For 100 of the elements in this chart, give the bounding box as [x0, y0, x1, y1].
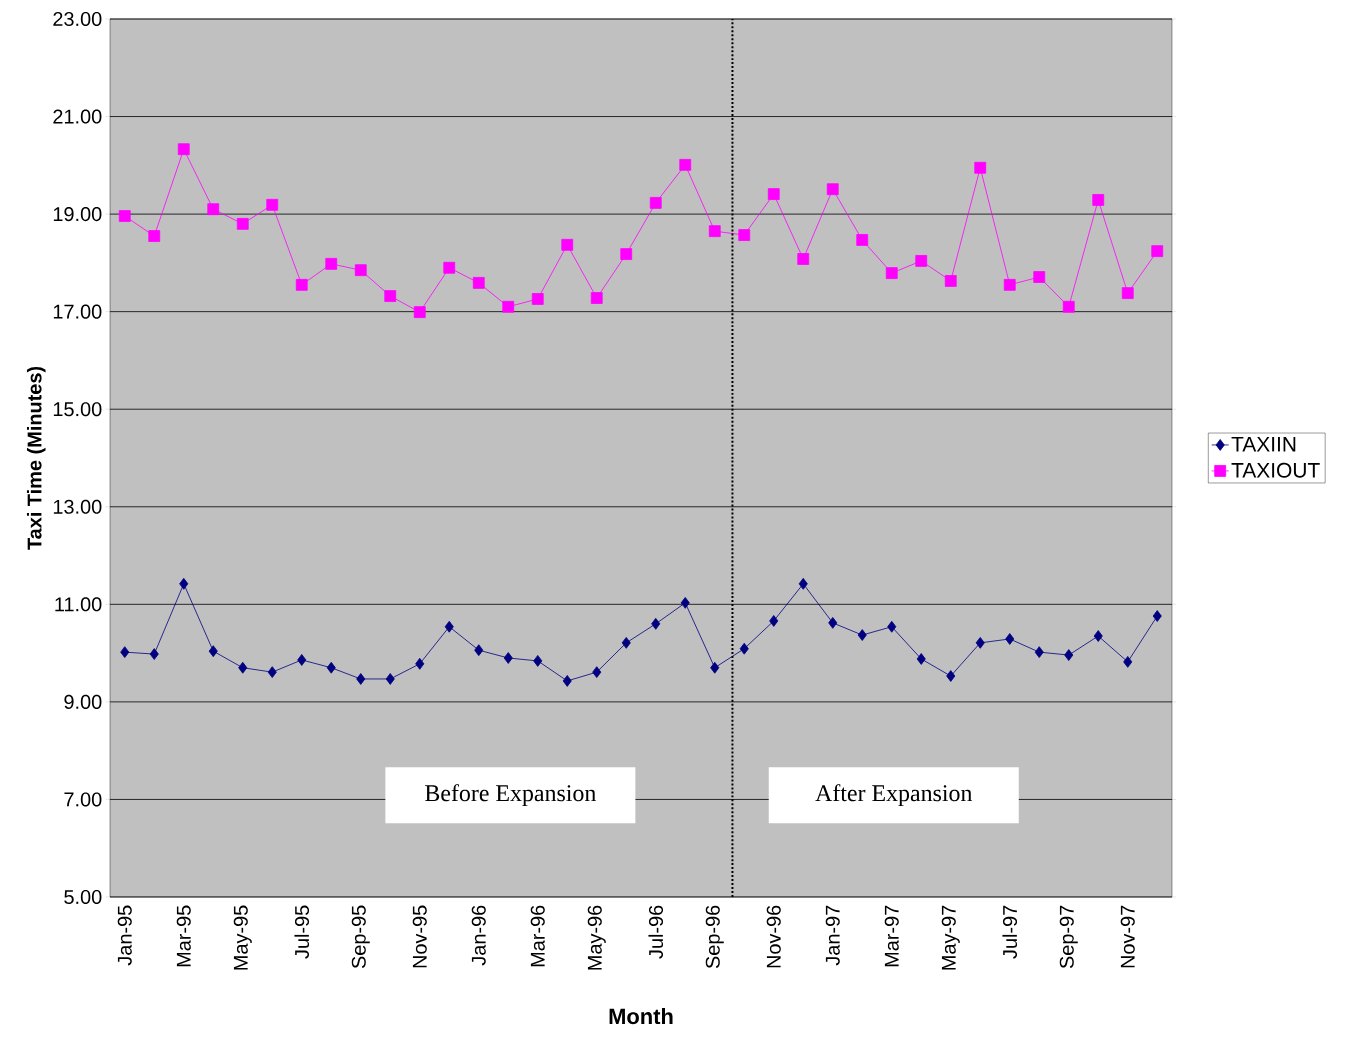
point: [710, 661, 720, 674]
y-tick-label: 19.00: [53, 207, 102, 222]
y-tick-label: 15.00: [53, 402, 102, 417]
x-tick-label: Sep-96: [705, 905, 724, 969]
x-tick-label: Nov-95: [412, 905, 427, 968]
x-axis-title: Month: [609, 1008, 673, 1025]
point: [769, 615, 779, 627]
x-tick-label: Sep-97: [1059, 905, 1078, 969]
point: [1062, 300, 1075, 313]
point: [649, 197, 662, 209]
x-tick-label: Nov-96: [766, 905, 781, 968]
point: [857, 629, 867, 641]
y-tick-label: 13.00: [53, 499, 102, 514]
point: [856, 234, 869, 246]
point: [590, 292, 603, 304]
point: [1005, 633, 1015, 645]
point: [1123, 656, 1133, 668]
point: [679, 158, 692, 171]
point: [238, 661, 248, 674]
point: [502, 300, 515, 313]
point: [384, 290, 397, 302]
point: [118, 210, 131, 222]
point: [620, 248, 633, 260]
point: [179, 577, 189, 590]
point: [207, 203, 220, 216]
point: [177, 143, 190, 156]
x-tick-label: Nov-97: [1120, 905, 1135, 968]
point: [916, 653, 926, 665]
point: [295, 278, 308, 291]
point: [1064, 649, 1074, 661]
point: [680, 596, 690, 609]
point: [1092, 194, 1105, 206]
point: [531, 293, 544, 305]
point: [267, 666, 277, 679]
point: [1152, 610, 1162, 622]
x-tick-label: Jul-95: [294, 905, 310, 959]
point: [443, 261, 456, 274]
x-tick-label: Jan-95: [117, 905, 132, 966]
x-tick-label: May-95: [233, 905, 252, 970]
point: [385, 673, 395, 685]
point: [1033, 271, 1046, 283]
point: [826, 183, 839, 196]
point: [828, 616, 838, 629]
point: [326, 661, 336, 674]
y-axis-title: Taxi Time (Minutes): [26, 366, 46, 550]
annotation: Before Expansion: [425, 784, 596, 807]
point: [562, 675, 572, 687]
point: [413, 306, 426, 319]
point: [533, 655, 543, 667]
y-tick-label: 23.00: [53, 11, 102, 27]
point: [1093, 630, 1103, 642]
point: [208, 645, 218, 658]
point: [915, 255, 928, 267]
point: [885, 267, 898, 279]
point: [767, 188, 780, 200]
point: [1034, 646, 1044, 659]
point: [797, 253, 810, 265]
point: [739, 642, 749, 655]
point: [974, 161, 987, 174]
x-tick-label: Jan-97: [825, 905, 840, 966]
x-tick-label: May-97: [941, 905, 960, 970]
point: [472, 276, 485, 289]
point: [236, 217, 249, 230]
point: [474, 644, 484, 657]
point: [651, 617, 661, 630]
annotation: After Expansion: [815, 784, 973, 807]
point: [561, 238, 574, 251]
point: [503, 652, 513, 664]
point: [266, 198, 279, 211]
x-tick-label: Jul-97: [1002, 905, 1018, 959]
x-tick-label: Mar-97: [884, 905, 899, 967]
y-tick-label: 17.00: [53, 304, 102, 319]
point: [120, 646, 130, 659]
point: [444, 620, 454, 633]
y-tick-label: 7.00: [64, 792, 102, 807]
point: [415, 657, 425, 670]
point: [975, 636, 985, 649]
point: [621, 636, 631, 649]
point: [1121, 287, 1134, 299]
y-tick-label: 9.00: [64, 694, 102, 709]
point: [148, 230, 161, 242]
x-tick-label: Sep-95: [351, 905, 370, 969]
point: [325, 257, 338, 270]
point: [708, 225, 721, 238]
y-tick-label: 21.00: [53, 109, 102, 124]
x-tick-label: May-96: [587, 905, 606, 970]
point: [798, 577, 808, 590]
point: [297, 654, 307, 666]
point: [1003, 278, 1016, 291]
legend-label: TAXIOUT: [1231, 462, 1320, 478]
x-tick-label: Mar-96: [530, 905, 545, 967]
point: [356, 673, 366, 685]
point: [944, 275, 957, 287]
y-tick-label: 11.00: [55, 597, 102, 612]
x-tick-label: Jan-96: [471, 905, 486, 966]
point: [149, 648, 159, 660]
point: [354, 264, 367, 277]
point: [592, 666, 602, 679]
x-tick-label: Jul-96: [648, 905, 664, 959]
point: [1151, 245, 1164, 258]
